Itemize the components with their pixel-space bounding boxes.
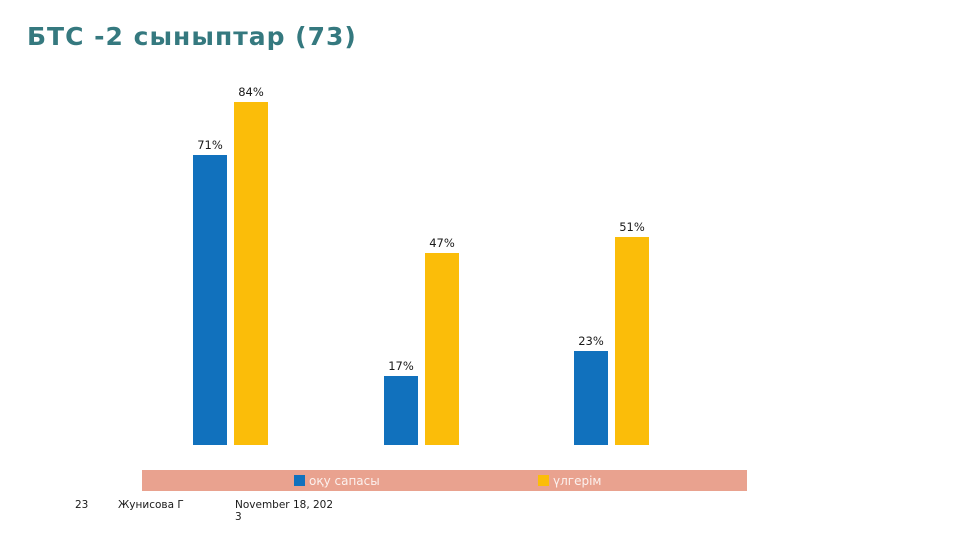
footer-author: Жунисова Г: [118, 499, 184, 511]
bar-value-label: 71%: [197, 138, 223, 152]
legend-item-series2: үлгерім: [538, 470, 601, 491]
legend-marker-blue-icon: [294, 475, 305, 486]
bar-column: 23%: [574, 334, 608, 445]
bar-series1: [384, 376, 418, 445]
bar-value-label: 23%: [578, 334, 604, 348]
bar-value-label: 17%: [388, 359, 414, 373]
bar-series2: [234, 102, 268, 445]
bar-series1: [193, 155, 227, 445]
legend-band: оқу сапасы үлгерім: [142, 470, 747, 491]
legend-label-series2: үлгерім: [553, 473, 602, 488]
bar-value-label: 47%: [429, 236, 455, 250]
bar-series2: [615, 237, 649, 445]
bar-value-label: 51%: [619, 220, 645, 234]
bar-column: 17%: [384, 359, 418, 445]
bar-column: 51%: [615, 220, 649, 445]
bar-series2: [425, 253, 459, 445]
slide-title: БТС -2 сыныптар (73): [27, 22, 357, 51]
legend-item-series1: оқу сапасы: [294, 470, 380, 491]
footer-date: November 18, 2023: [235, 499, 334, 524]
bar-series1: [574, 351, 608, 445]
bar-column: 84%: [234, 85, 268, 445]
bar-column: 71%: [193, 138, 227, 445]
bar-group: 17% 47%: [384, 37, 459, 445]
slide-number: 23: [75, 499, 89, 511]
bar-group: 23% 51%: [574, 37, 649, 445]
bar-group: 71% 84%: [193, 37, 268, 445]
chart-plot-area: 71% 84% 17% 47% 23% 51%: [0, 37, 960, 445]
legend-label-series1: оқу сапасы: [309, 473, 380, 488]
bar-value-label: 84%: [238, 85, 264, 99]
bar-column: 47%: [425, 236, 459, 445]
legend-marker-yellow-icon: [538, 475, 549, 486]
